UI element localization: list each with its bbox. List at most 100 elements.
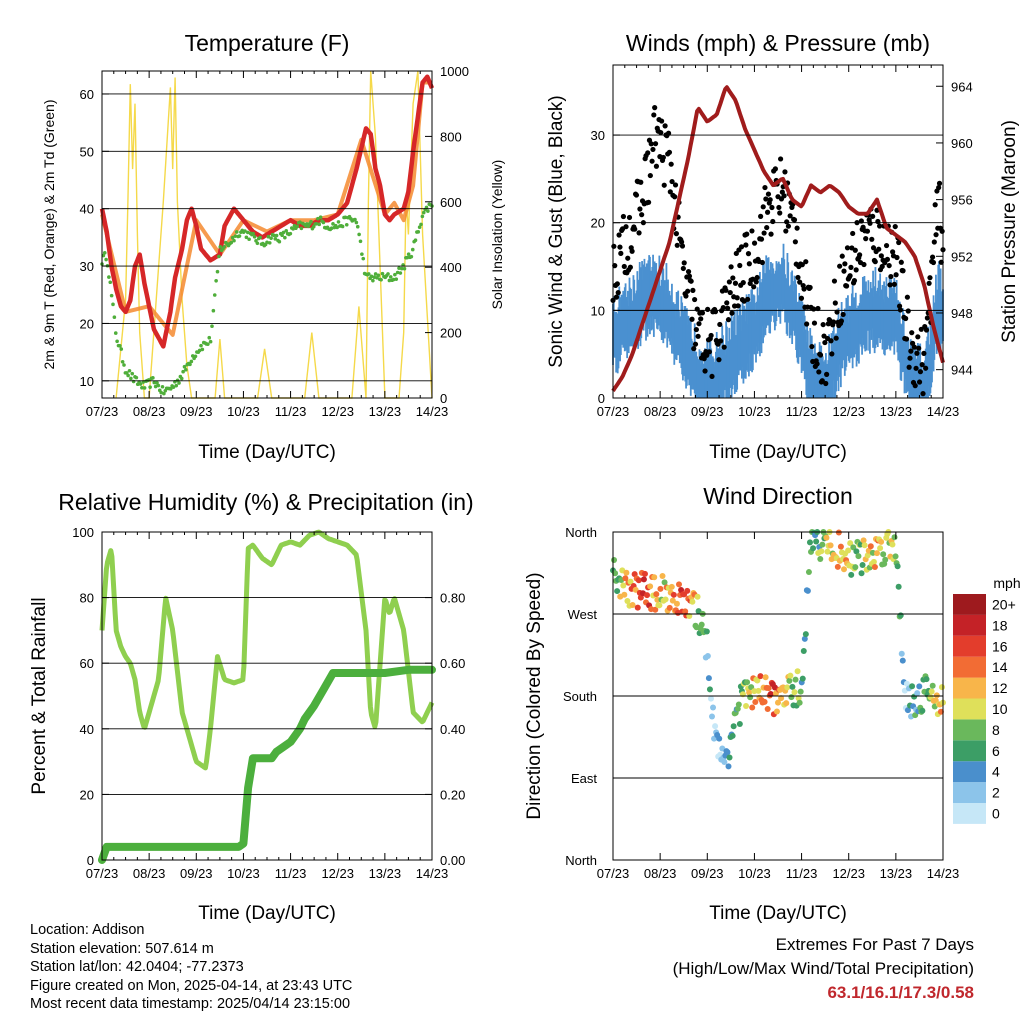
gust-point: [629, 248, 635, 254]
gust-point: [916, 379, 923, 385]
gust-point: [740, 280, 746, 286]
gust-point: [614, 281, 620, 287]
gust-point: [848, 264, 854, 270]
x-axis: 07/23 08/23 09/23 10/23 11/23 12/23 13/23 14/23: [597, 532, 960, 881]
x-tick-label: 11/23: [786, 866, 818, 881]
colorbar-swatch: [953, 594, 986, 615]
gust-point: [723, 287, 729, 293]
y-tick-label: 20: [80, 316, 94, 331]
gust-point: [801, 286, 807, 292]
x-tick-label: 11/23: [275, 866, 307, 881]
gust-point: [633, 192, 640, 198]
gust-point: [839, 253, 845, 259]
gust-point: [744, 231, 750, 237]
x-tick-label: 12/23: [832, 404, 865, 419]
dewpoint-point: [131, 379, 136, 384]
direction-point: [855, 553, 862, 560]
direction-point: [937, 708, 944, 715]
gust-point: [730, 275, 736, 281]
gust-point: [626, 214, 633, 221]
direction-point: [882, 556, 889, 563]
gust-point: [765, 191, 772, 197]
gust-point: [887, 282, 893, 288]
gust-point: [933, 232, 939, 238]
gust-point: [689, 316, 695, 322]
x-tick-label: 14/23: [927, 866, 960, 881]
direction-point: [878, 538, 885, 545]
gust-point: [638, 179, 644, 185]
direction-point: [729, 732, 736, 739]
direction-point: [802, 631, 809, 638]
gust-point: [878, 253, 884, 259]
extremes-block: Extremes For Past 7 Days (High/Low/Max W…: [673, 933, 974, 1005]
gust-point: [705, 306, 711, 312]
direction-point: [805, 569, 812, 576]
gust-point: [632, 226, 638, 232]
direction-point: [629, 602, 636, 609]
direction-point: [684, 587, 691, 594]
gust-point: [867, 220, 873, 226]
dewpoint-point: [280, 233, 284, 238]
plot-frame: [612, 531, 944, 861]
gust-point: [832, 300, 838, 306]
dewpoint-point: [273, 237, 278, 241]
dewpoint-point: [274, 233, 279, 238]
gust-point: [917, 369, 924, 375]
x-tick-label: 14/23: [927, 404, 960, 419]
gust-point: [616, 232, 622, 238]
series-relative-humidity: [99, 529, 435, 771]
gust-point: [847, 273, 853, 279]
series-gust: [610, 105, 946, 397]
direction-xlabel: Time (Day/UTC): [709, 903, 847, 924]
dewpoint-point: [299, 226, 304, 231]
x-axis: 07/23 08/23 09/23 10/23 11/23 12/23 13/23 14/23: [86, 71, 448, 419]
gust-point: [692, 341, 699, 347]
x-tick-label: 08/23: [644, 404, 677, 419]
direction-point: [712, 723, 719, 730]
gust-point: [864, 228, 871, 234]
gust-point: [926, 280, 932, 286]
gust-point: [911, 344, 917, 350]
dewpoint-point: [193, 354, 198, 359]
gust-point: [923, 365, 929, 371]
direction-point: [783, 700, 790, 707]
gust-point: [649, 158, 655, 164]
dewpoint-point: [397, 266, 401, 270]
direction-point: [744, 679, 751, 686]
gust-point: [620, 213, 627, 220]
wind-ylabel-right: Station Pressure (Maroon): [999, 120, 1020, 343]
gust-point: [651, 112, 657, 118]
gust-point: [829, 351, 835, 357]
temperature-ylabel-right: Solar Insolation (Yellow): [489, 160, 505, 310]
direction-point: [762, 674, 769, 681]
direction-tick-label: East: [571, 771, 597, 786]
rh-title: Relative Humidity (%) & Precipitation (i…: [58, 489, 473, 515]
gust-point: [685, 288, 691, 294]
gust-point: [666, 149, 673, 155]
dewpoint-point: [267, 241, 272, 245]
gust-point: [688, 278, 694, 284]
dewpoint-point: [197, 348, 202, 353]
dewpoint-point: [156, 383, 161, 388]
gust-point: [782, 169, 788, 175]
dewpoint-point: [182, 364, 187, 369]
dewpoint-point: [171, 385, 176, 389]
gust-point: [625, 255, 631, 261]
dewpoint-point: [206, 342, 210, 346]
y-axis-right: 0.00 0.20 0.40 0.60 0.80: [425, 591, 465, 868]
gust-point: [841, 268, 847, 274]
dewpoint-point: [255, 241, 260, 246]
rh-xlabel: Time (Day/UTC): [198, 903, 336, 924]
temperature-title: Temperature (F): [185, 30, 350, 56]
direction-point: [928, 688, 935, 695]
direction-point: [841, 566, 847, 573]
y-tick-label-right: 0.40: [440, 722, 465, 737]
dewpoint-point: [402, 266, 407, 271]
dewpoint-point: [417, 225, 422, 229]
gust-point: [831, 278, 838, 284]
gust-point: [712, 309, 719, 315]
direction-point: [640, 576, 647, 583]
y-tick-label-right: 400: [440, 260, 462, 275]
y-tick-label-right: 0.60: [440, 656, 465, 671]
direction-point: [853, 548, 860, 555]
